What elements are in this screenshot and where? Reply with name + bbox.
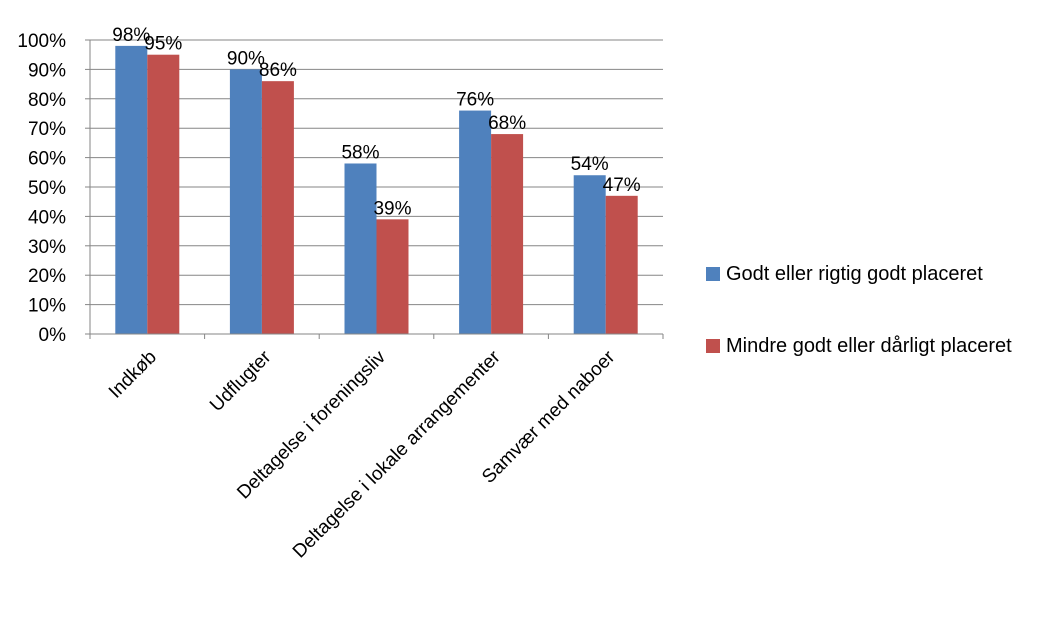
bar-series-2: [261, 81, 294, 334]
legend-swatch-series-2: [706, 339, 720, 353]
data-label-series-1: 90%: [227, 48, 265, 69]
bar-series-2: [376, 219, 409, 334]
bar-series-1: [459, 110, 492, 334]
data-label-series-2: 95%: [144, 34, 182, 55]
data-labels: 98%95% 90%86% 58% 39% 76%68% 54%47%: [112, 25, 641, 219]
bar-series-2: [147, 54, 180, 334]
legend-item-series-2: Mindre godt eller dårligt placeret: [706, 332, 1046, 360]
data-label-series-1: 98%: [112, 25, 150, 46]
y-tick-label: 20%: [28, 266, 66, 287]
y-tick-label: 30%: [28, 237, 66, 258]
legend-swatch-series-1: [706, 267, 720, 281]
y-tick-label: 0%: [39, 325, 67, 346]
data-label-series-2: 47%: [603, 175, 641, 196]
x-category-label: Indkøb: [105, 347, 161, 403]
x-category-label: Deltagelse i lokale arrangementer: [289, 346, 505, 562]
y-tick-label: 90%: [28, 60, 66, 81]
bar-series-2: [605, 195, 638, 334]
y-tick-label: 50%: [28, 178, 66, 199]
legend-label-series-2: Mindre godt eller dårligt placeret: [726, 335, 1012, 357]
bar-series-1: [115, 45, 148, 334]
y-tick-label: 80%: [28, 90, 66, 111]
y-tick-label: 60%: [28, 149, 66, 170]
data-label-series-1: 54%: [571, 154, 609, 175]
axes: [89, 40, 663, 335]
legend-item-series-1: Godt eller rigtig godt placeret: [706, 260, 1046, 288]
y-axis-ticks: 0% 10% 20% 30% 40% 50% 60% 70% 80% 90% 100%: [17, 31, 90, 346]
y-tick-label: 40%: [28, 207, 66, 228]
bars: [115, 45, 638, 335]
x-category-label: Udflugter: [206, 346, 276, 416]
bar-series-2: [491, 134, 524, 334]
bar-series-1: [229, 69, 262, 335]
data-label-series-2: 86%: [259, 60, 297, 81]
y-tick-label: 70%: [28, 119, 66, 140]
legend-label-series-1: Godt eller rigtig godt placeret: [726, 263, 983, 285]
x-category-label: Samvær med naboer: [478, 346, 620, 488]
data-label-series-1: 58%: [341, 142, 379, 163]
y-tick-label: 100%: [17, 31, 66, 52]
data-label-series-1: 76%: [456, 90, 494, 111]
bar-series-1: [344, 163, 377, 334]
data-label-series-2: 39%: [373, 198, 411, 219]
bar-series-1: [573, 175, 606, 334]
data-label-series-2: 68%: [488, 113, 526, 134]
y-tick-label: 10%: [28, 296, 66, 317]
legend: Godt eller rigtig godt placeret Mindre g…: [706, 260, 1046, 404]
